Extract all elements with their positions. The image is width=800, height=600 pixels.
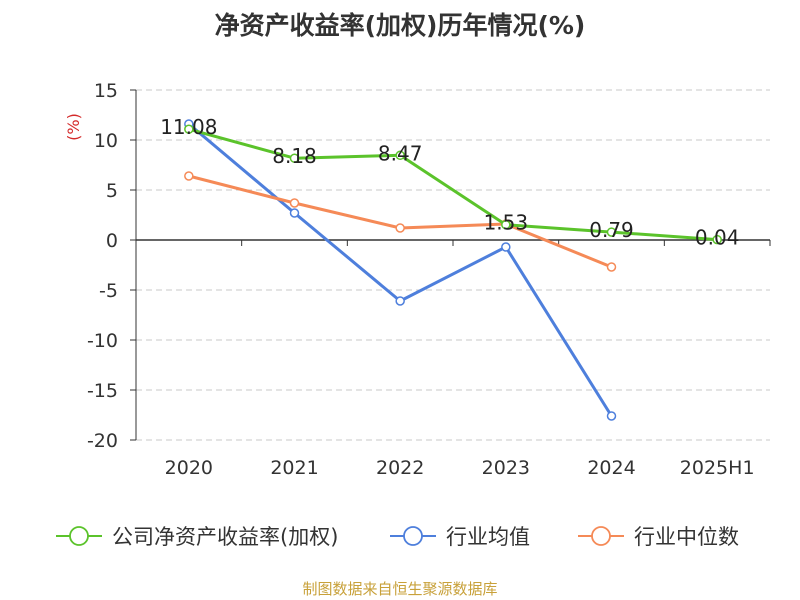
- x-tick-label: 2024: [587, 457, 635, 479]
- data-label: 0.04: [695, 226, 740, 250]
- data-point-company: [712, 234, 722, 245]
- data-point-company: [606, 227, 617, 237]
- x-tick-label: 2022: [376, 457, 424, 479]
- data-point-industry_avg: [501, 242, 511, 252]
- legend-marker-circle: [591, 526, 611, 546]
- y-axis-unit-label: (%): [64, 113, 83, 141]
- chart-title: 净资产收益率(加权)历年情况(%): [214, 11, 586, 40]
- data-point-industry_avg: [395, 296, 405, 306]
- legend-marker-circle: [69, 526, 89, 546]
- data-label: 0.79: [589, 218, 634, 242]
- legend-marker-circle: [403, 526, 423, 546]
- y-tick-label: -10: [87, 330, 118, 352]
- legend-label: 行业均值: [446, 525, 530, 549]
- y-tick-label: 15: [94, 80, 118, 102]
- series-line-company: [188, 127, 718, 242]
- series-line-industry_avg: [187, 122, 613, 417]
- legend-label: 行业中位数: [634, 525, 739, 549]
- y-tick-label: 0: [106, 230, 118, 252]
- data-point-industry_median: [395, 223, 405, 233]
- source-note: 制图数据来自恒生聚源数据库: [302, 580, 498, 598]
- data-label: 8.18: [272, 144, 317, 168]
- x-tick-label: 2020: [165, 457, 213, 479]
- data-point-industry_median: [289, 198, 300, 208]
- data-point-industry_avg: [606, 411, 617, 421]
- data-label: 8.47: [378, 141, 423, 165]
- data-point-industry_median: [606, 262, 617, 272]
- data-point-company: [289, 153, 300, 163]
- y-tick-label: 10: [94, 130, 118, 152]
- legend-label: 公司净资产收益率(加权): [112, 525, 338, 549]
- y-tick-label: -15: [87, 380, 118, 402]
- data-label: 11.08: [160, 115, 217, 139]
- data-point-company: [501, 219, 511, 230]
- data-label: 1.53: [484, 211, 529, 235]
- data-point-industry_avg: [289, 208, 300, 218]
- x-tick-label: 2025H1: [680, 457, 755, 479]
- data-point-company: [184, 124, 194, 134]
- data-point-industry_median: [184, 171, 194, 181]
- y-tick-label: 5: [106, 180, 118, 202]
- y-tick-label: -20: [87, 430, 118, 452]
- x-tick-label: 2021: [270, 457, 318, 479]
- x-tick-label: 2023: [482, 457, 530, 479]
- data-point-company: [395, 150, 405, 161]
- y-tick-label: -5: [99, 280, 118, 302]
